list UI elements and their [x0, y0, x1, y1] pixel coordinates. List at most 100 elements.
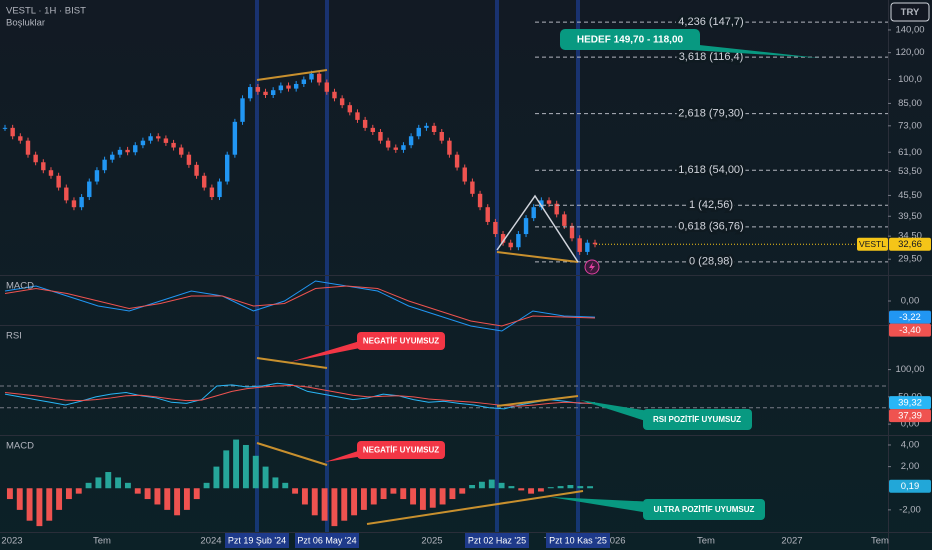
histogram-bar [469, 485, 476, 489]
candle [278, 85, 284, 91]
histogram-bar [547, 487, 554, 489]
histogram-bar [223, 450, 230, 489]
divergence-line [256, 357, 328, 369]
annotation-text: NEGATİF UYUMSUZ [363, 446, 439, 455]
histogram-bar [6, 488, 13, 500]
y-tick-label: 100,00 [895, 364, 924, 375]
candle [110, 154, 115, 160]
date-marker [295, 533, 359, 548]
date-marker [465, 533, 529, 548]
candle [585, 242, 590, 252]
candle [18, 136, 23, 141]
histogram-bar [115, 477, 122, 489]
price-tag [889, 479, 931, 493]
indicator-line [4, 384, 596, 407]
price-tag-label: 0,19 [901, 481, 920, 492]
currency-button[interactable] [890, 2, 930, 22]
candle [125, 149, 130, 153]
histogram-bar [174, 488, 181, 516]
y-tick-label: 0,00 [901, 419, 920, 430]
candle [577, 238, 582, 252]
fib-label: 3,618 (116,4) [679, 51, 744, 63]
annotation-tail [690, 44, 820, 58]
candle [209, 187, 215, 198]
histogram-bar [26, 488, 33, 521]
candle [56, 175, 61, 188]
histogram-bar [429, 488, 436, 508]
histogram-bar [242, 444, 249, 489]
histogram-bar [36, 488, 43, 527]
histogram-bar [183, 488, 190, 510]
histogram-bar [56, 488, 63, 510]
candle [439, 132, 444, 141]
candle [179, 147, 184, 155]
histogram-bar [203, 482, 210, 489]
candle [554, 203, 559, 215]
divergence-line [366, 490, 584, 525]
price-tag-label: -3,22 [899, 312, 921, 323]
histogram-bar [272, 477, 279, 489]
price-tag [889, 323, 931, 337]
y-tick-label: 2,00 [901, 461, 920, 472]
histogram-bar [331, 488, 338, 527]
highlight-line [495, 0, 499, 533]
panel-title: RSI [6, 331, 22, 342]
candle [447, 140, 452, 155]
histogram-bar [311, 488, 318, 516]
candle [569, 225, 575, 239]
fib-label: 1,618 (54,00) [678, 164, 743, 176]
candle [202, 175, 207, 188]
x-tick-label: 2027 [781, 536, 802, 547]
candle [592, 242, 598, 245]
histogram-bar [459, 488, 466, 494]
histogram-bar [16, 488, 23, 510]
y-tick-label: 61,00 [898, 147, 922, 158]
histogram-bar [213, 466, 220, 489]
candle [378, 132, 383, 141]
candle [431, 125, 437, 133]
histogram-bar [351, 488, 358, 516]
candle [186, 154, 192, 165]
divergence-line [256, 69, 328, 81]
annotation-text: RSI POZİTİF UYUMSUZ [653, 415, 741, 424]
date-marker [546, 533, 610, 548]
price-tag [889, 396, 931, 410]
histogram-bar [301, 488, 308, 505]
candle [562, 214, 567, 226]
x-tick-label: 2025 [421, 536, 442, 547]
candle [462, 167, 467, 182]
histogram-bar [557, 486, 564, 489]
candle [508, 242, 513, 248]
y-tick-label: 120,00 [895, 47, 924, 58]
divergence-line [496, 251, 579, 263]
date-marker-label: Pzt 19 Şub '24 [228, 535, 286, 545]
histogram-bar [65, 488, 72, 500]
y-tick-label: 29,50 [898, 254, 922, 265]
histogram-bar [587, 486, 594, 489]
annotation-box [560, 29, 700, 50]
indicator-name: Boşluklar [6, 18, 45, 29]
candle [516, 234, 521, 248]
y-tick-label: 140,00 [895, 24, 924, 35]
x-tick-label: 2023 [1, 536, 22, 547]
currency[interactable]: TRY [901, 7, 920, 18]
candle [370, 127, 375, 133]
histogram-bar [282, 482, 289, 489]
candle [263, 91, 268, 96]
candle [408, 136, 414, 146]
candle [286, 85, 291, 89]
candle [87, 181, 92, 198]
price-tag [889, 409, 931, 423]
x-tick-label: Tem [697, 536, 715, 547]
price-tag [889, 310, 931, 324]
candle [500, 234, 506, 243]
histogram-bar [95, 477, 102, 489]
annotation-tail [290, 338, 370, 362]
y-tick-label: 34,50 [898, 231, 922, 242]
candle [79, 197, 84, 208]
date-marker [225, 533, 289, 548]
annotation-text: HEDEF 149,70 - 118,00 [577, 35, 684, 46]
histogram-bar [449, 488, 456, 500]
divergence-line [256, 442, 328, 466]
